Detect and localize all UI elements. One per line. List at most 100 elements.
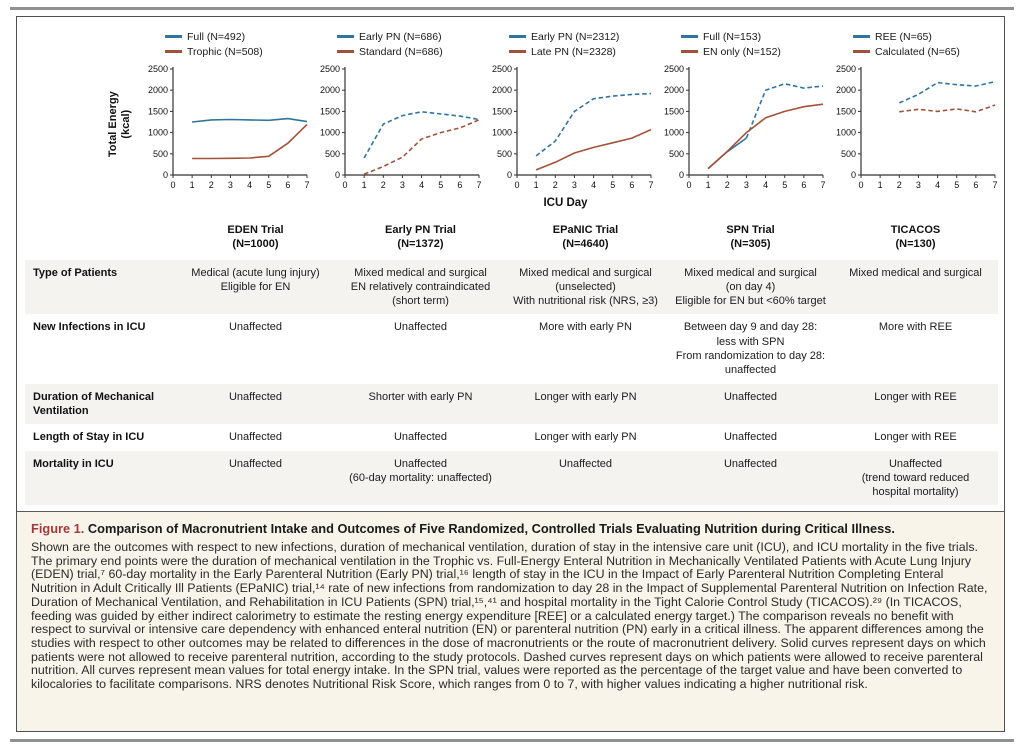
row-label: Type of Patients bbox=[33, 266, 118, 279]
svg-text:3: 3 bbox=[572, 180, 577, 190]
bottom-rule bbox=[10, 739, 1014, 742]
svg-text:1000: 1000 bbox=[320, 128, 340, 138]
chart-epanic: Early PN (N=2312) Late PN (N=2328) 0 500 10… bbox=[483, 29, 655, 195]
svg-text:4: 4 bbox=[935, 180, 940, 190]
cell-line: Eligible for EN bbox=[220, 280, 291, 293]
chart-legend: Full (N=153) EN only (N=152) bbox=[681, 29, 827, 61]
svg-text:2000: 2000 bbox=[836, 85, 856, 95]
trial-name: TICACOS bbox=[890, 224, 941, 236]
cell-line: More with REE bbox=[878, 321, 953, 334]
trial-n: (N=1372) bbox=[397, 238, 444, 251]
svg-text:4: 4 bbox=[247, 180, 252, 190]
svg-text:1000: 1000 bbox=[148, 128, 168, 138]
legend-label: Late PN (N=2328) bbox=[531, 45, 616, 58]
table-cell: Unaffected bbox=[173, 424, 338, 450]
cell-line: Longer with REE bbox=[874, 390, 957, 403]
trial-header-cell: SPN Trial (N=305) bbox=[668, 217, 833, 260]
svg-text:0: 0 bbox=[335, 170, 340, 180]
caption-body: Shown are the outcomes with respect to n… bbox=[31, 540, 988, 692]
svg-text:0: 0 bbox=[170, 180, 175, 190]
cell-line: More with early PN bbox=[539, 321, 632, 334]
trial-name: Early PN Trial bbox=[385, 224, 456, 236]
svg-text:2: 2 bbox=[897, 180, 902, 190]
legend-label: Full (N=492) bbox=[187, 30, 246, 43]
svg-text:1: 1 bbox=[706, 180, 711, 190]
svg-text:2000: 2000 bbox=[664, 85, 684, 95]
legend-line-swatch bbox=[509, 35, 526, 38]
svg-text:2500: 2500 bbox=[320, 64, 340, 74]
cell-line: Longer with REE bbox=[874, 431, 957, 444]
legend-entry: EN only (N=152) bbox=[681, 44, 827, 59]
chart-early-pn: Early PN (N=686) Standard (N=686) 0 500 100… bbox=[311, 29, 483, 195]
table-cell: More with early PN bbox=[503, 314, 668, 383]
cell-line: Unaffected bbox=[228, 457, 282, 470]
table-cell: Mixed medical and surgical (unselected) Wi… bbox=[503, 260, 668, 315]
legend-entry: Calculated (N=65) bbox=[853, 44, 999, 59]
legend-line-swatch bbox=[853, 35, 870, 38]
cell-line: Unaffected bbox=[558, 457, 612, 470]
table-cell: Longer with REE bbox=[833, 424, 998, 450]
row-label: Length of Stay in ICU bbox=[33, 431, 145, 444]
legend-line-swatch bbox=[337, 35, 354, 38]
svg-text:1: 1 bbox=[534, 180, 539, 190]
figure-area: Total Energy (kcal) Full (N=492) Trophic … bbox=[17, 17, 1004, 511]
svg-text:2500: 2500 bbox=[664, 64, 684, 74]
legend-line-swatch bbox=[337, 50, 354, 53]
table-cell: Unaffected bbox=[503, 451, 668, 506]
svg-text:6: 6 bbox=[629, 180, 634, 190]
figure-number-label: Figure 1. bbox=[31, 521, 85, 536]
svg-text:3: 3 bbox=[916, 180, 921, 190]
cell-line: From randomization to day 28: bbox=[675, 350, 826, 363]
caption-title-text: Comparison of Macronutrient Intake and O… bbox=[87, 521, 895, 536]
table-cell: Unaffected bbox=[668, 424, 833, 450]
table-cell: Longer with early PN bbox=[503, 424, 668, 450]
svg-text:6: 6 bbox=[973, 180, 978, 190]
legend-label: Calculated (N=65) bbox=[875, 45, 960, 58]
cell-line: Shorter with early PN bbox=[368, 390, 473, 403]
chart-spn: Full (N=153) EN only (N=152) 0 500 1000 1500… bbox=[655, 29, 827, 195]
energy-chart: 0 500 1000 1500 2000 2500 0 1 2 3 4 5 6 7 bbox=[492, 64, 654, 190]
svg-text:4: 4 bbox=[591, 180, 596, 190]
svg-text:2500: 2500 bbox=[148, 64, 168, 74]
table-cell: Unaffected bbox=[338, 314, 503, 383]
legend-entry: Early PN (N=686) bbox=[337, 29, 483, 44]
svg-text:5: 5 bbox=[266, 180, 271, 190]
table-cell: Unaffected bbox=[173, 314, 338, 383]
legend-entry: Late PN (N=2328) bbox=[509, 44, 655, 59]
svg-text:2000: 2000 bbox=[148, 85, 168, 95]
svg-text:0: 0 bbox=[342, 180, 347, 190]
cell-line: (short term) bbox=[392, 295, 449, 308]
legend-entry: Full (N=492) bbox=[165, 29, 311, 44]
cell-line: Longer with early PN bbox=[534, 390, 637, 403]
y-axis-label: Total Energy (kcal) bbox=[107, 76, 133, 172]
legend-entry: Full (N=153) bbox=[681, 29, 827, 44]
svg-text:3: 3 bbox=[400, 180, 405, 190]
legend-label: Early PN (N=2312) bbox=[531, 30, 620, 43]
svg-text:6: 6 bbox=[801, 180, 806, 190]
svg-text:1000: 1000 bbox=[492, 128, 512, 138]
svg-text:6: 6 bbox=[457, 180, 462, 190]
cell-line: unaffected bbox=[724, 364, 777, 377]
svg-text:0: 0 bbox=[686, 180, 691, 190]
table-corner-cell bbox=[25, 217, 173, 260]
x-axis-label: ICU Day bbox=[543, 197, 588, 209]
svg-text:4: 4 bbox=[763, 180, 768, 190]
cell-line: less with SPN bbox=[716, 335, 785, 348]
svg-text:3: 3 bbox=[744, 180, 749, 190]
row-label: Mortality in ICU bbox=[33, 457, 114, 470]
table-cell: Unaffected bbox=[173, 451, 338, 506]
trial-name: EPaNIC Trial bbox=[552, 224, 619, 236]
legend-entry: Early PN (N=2312) bbox=[509, 29, 655, 44]
chart-legend: Early PN (N=686) Standard (N=686) bbox=[337, 29, 483, 61]
y-axis-label-line2: (kcal) bbox=[120, 109, 132, 139]
trial-n: (N=305) bbox=[730, 238, 771, 251]
svg-text:2: 2 bbox=[381, 180, 386, 190]
cell-line: EN relatively contraindicated bbox=[350, 280, 491, 293]
cell-line: Between day 9 and day 28: bbox=[683, 321, 818, 334]
cell-line: Unaffected bbox=[723, 431, 777, 444]
table-cell: Unaffected bbox=[173, 384, 338, 425]
energy-chart: 0 500 1000 1500 2000 2500 0 1 2 3 4 5 6 7 bbox=[320, 64, 482, 190]
legend-entry: REE (N=65) bbox=[853, 29, 999, 44]
svg-text:2: 2 bbox=[725, 180, 730, 190]
